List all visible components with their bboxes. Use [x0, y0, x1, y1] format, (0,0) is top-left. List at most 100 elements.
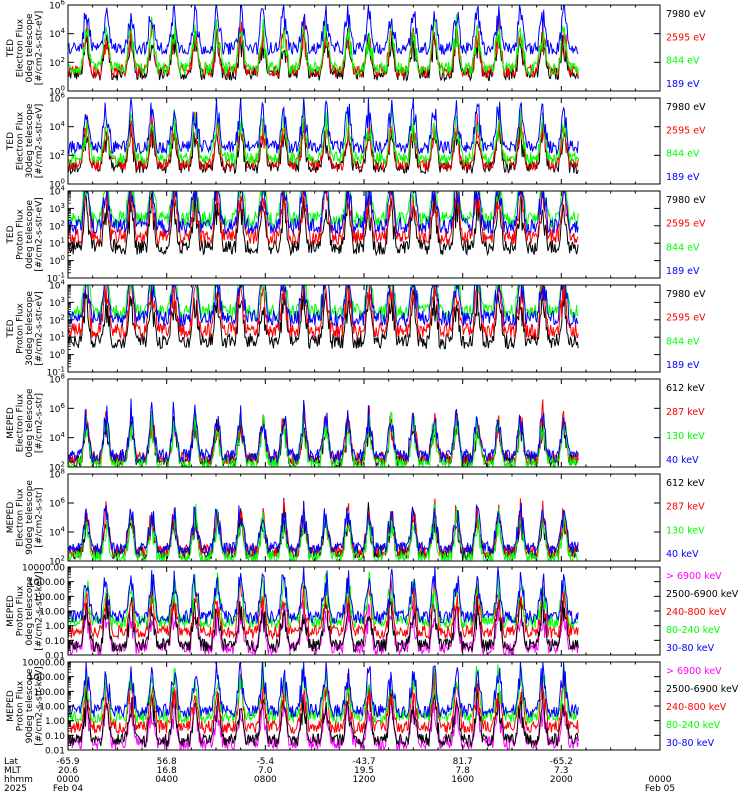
plot-frame	[67, 4, 661, 92]
series-line-2	[68, 589, 579, 653]
legend-entry-5: 30-80 keV	[666, 738, 715, 749]
legend-entry-2: 2500-6900 keV	[666, 589, 739, 600]
y-axis-label-line: MEPED	[6, 595, 16, 627]
y-axis-label-line: MEPED	[6, 407, 16, 439]
x-tick-label: Feb 04	[53, 784, 84, 794]
y-tick-label: 102	[49, 149, 65, 162]
x-tick-label: -65.2	[550, 757, 573, 767]
y-axis-label-line: 90deg telescope	[25, 668, 35, 743]
y-axis-label-line: 0deg telescope	[25, 576, 35, 646]
series-line-4	[68, 191, 579, 235]
y-axis-label-line: Electron Flux	[16, 111, 26, 170]
y-tick-label: 104	[49, 120, 65, 133]
x-tick-label: Feb 05	[645, 784, 675, 794]
legend-entry-4: 40 keV	[666, 455, 699, 466]
y-axis-label-line: Proton Flux	[16, 303, 26, 354]
legend-entry-4: 189 eV	[666, 360, 700, 371]
x-tick-label: 81.7	[453, 757, 473, 767]
legend-entry-4: 40 keV	[666, 549, 699, 560]
y-axis-label-line: [#/cm2-s-str-eV]	[35, 104, 45, 179]
series-line-5	[68, 567, 579, 625]
y-axis-label-line: Proton Flux	[16, 585, 26, 636]
x-tick-label: 7.0	[258, 766, 273, 776]
y-tick-label: 10.00	[39, 608, 65, 618]
y-axis-label-line: TED	[6, 319, 16, 338]
y-tick-label: 106	[49, 497, 65, 510]
series-line-4	[68, 502, 579, 557]
y-axis-label-line: Proton Flux	[16, 209, 26, 260]
y-axis-label-line: [#/cm2-s-str-keV]	[35, 666, 45, 745]
y-tick-label: 102	[49, 313, 65, 326]
y-axis-label-line: TED	[6, 132, 16, 151]
y-tick-label: 1.00	[45, 622, 65, 632]
legend-entry-3: 844 eV	[666, 336, 700, 347]
y-tick-label: 102	[49, 219, 65, 232]
legend-entry-3: 240-800 keV	[666, 607, 727, 618]
y-axis-label-line: [#/cm2-s-str-keV]	[35, 571, 45, 650]
series-line-2	[68, 683, 579, 748]
y-axis-label-line: MEPED	[6, 690, 16, 722]
legend-entry-1: 7980 eV	[666, 9, 706, 20]
y-axis-label-line: 0deg telescope	[25, 200, 35, 270]
y-tick-label: 106	[49, 402, 65, 415]
y-tick-label: 101	[49, 237, 65, 250]
legend-entry-2: 2595 eV	[666, 219, 706, 230]
legend-entry-3: 130 keV	[666, 431, 705, 442]
y-axis-label-line: Electron Flux	[16, 488, 26, 547]
legend-entry-1: 7980 eV	[666, 195, 706, 206]
x-axis-row-label: Lat	[4, 757, 19, 767]
legend-entry-1: 7980 eV	[666, 102, 706, 113]
legend-entry-2: 2595 eV	[666, 32, 706, 43]
y-axis-label-line: [#/cm2-s-str-eV]	[35, 11, 45, 86]
legend-entry-2: 287 keV	[666, 502, 705, 513]
y-tick-label: 103	[49, 202, 65, 215]
y-axis-label-line: 30deg telescope	[25, 291, 35, 366]
y-axis-label-line: Electron Flux	[16, 18, 26, 77]
y-axis-label-line: [#/cm2-s-str]	[35, 393, 45, 453]
y-axis-label-line: MEPED	[6, 502, 16, 534]
legend-entry-3: 844 eV	[666, 242, 700, 253]
legend-entry-2: 2500-6900 keV	[666, 684, 739, 695]
series-line-1	[68, 285, 579, 350]
series-line-3	[68, 104, 579, 166]
y-tick-label: 1.00	[45, 717, 65, 727]
y-tick-label: 101	[49, 331, 65, 344]
y-tick-label: 104	[49, 27, 65, 40]
y-axis-label-line: 30deg telescope	[25, 103, 35, 178]
y-axis-label-line: 0deg telescope	[25, 13, 35, 83]
legend-entry-4: 80-240 keV	[666, 625, 721, 636]
y-tick-label: 100.00	[34, 593, 66, 603]
legend-entry-1: 612 keV	[666, 478, 705, 489]
x-tick-label: -43.7	[352, 757, 375, 767]
y-axis-label-line: TED	[6, 225, 16, 244]
x-tick-label: 2000	[550, 775, 573, 785]
y-tick-label: 10.00	[39, 703, 65, 713]
legend-entry-3: 130 keV	[666, 525, 705, 536]
legend-entry-3: 844 eV	[666, 56, 700, 67]
x-tick-label: 0800	[254, 775, 277, 785]
y-axis-label-line: Electron Flux	[16, 393, 26, 452]
x-axis-row-label: MLT	[4, 766, 22, 776]
x-tick-label: 16.8	[157, 766, 177, 776]
y-tick-label: 100	[49, 348, 65, 361]
y-axis-label-line: [#/cm2-s-str-eV]	[35, 197, 45, 272]
legend-entry-1: > 6900 keV	[666, 666, 722, 677]
x-axis-row-label: hhmm	[4, 775, 33, 785]
y-axis-label-line: [#/cm2-s-str]	[35, 487, 45, 547]
panel-8: 0.01 0.10 1.00 10.00 100.00 1000.00 10000.00 ME…	[6, 659, 739, 757]
y-axis-label-line: [#/cm2-s-str-eV]	[35, 291, 45, 366]
legend-entry-4: 80-240 keV	[666, 720, 721, 731]
x-tick-label: 1600	[451, 775, 474, 785]
series-line-3	[68, 14, 579, 77]
x-tick-label: -65.9	[56, 757, 80, 767]
legend-entry-3: 240-800 keV	[666, 702, 727, 713]
x-tick-label: 20.6	[58, 766, 78, 776]
series-line-4	[68, 5, 579, 57]
y-tick-label: 0.10	[45, 732, 65, 742]
